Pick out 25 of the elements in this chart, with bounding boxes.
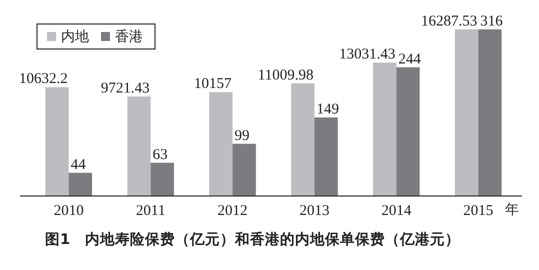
data-label: 316 — [480, 13, 504, 30]
data-label: 9721.43 — [100, 80, 150, 97]
data-label: 99 — [234, 128, 250, 144]
text: 图1 内地寿险保费（亿元）和香港的内地保单保费（亿港元） — [45, 231, 460, 248]
bar — [127, 96, 151, 196]
data-label: 10632.2 — [18, 71, 68, 88]
data-label: 16287.53 — [421, 13, 478, 30]
x-tick-label: 2014 — [381, 203, 412, 219]
legend-label: 香港 — [115, 29, 143, 45]
bar — [45, 87, 69, 196]
data-label: 11009.98 — [258, 67, 314, 84]
bar — [68, 172, 92, 196]
x-tick-label: 2011 — [136, 203, 166, 219]
data-label: 244 — [398, 51, 422, 68]
data-label: 149 — [316, 101, 339, 118]
x-tick-label: 2010 — [54, 203, 84, 219]
legend-label: 内地 — [61, 29, 89, 45]
data-label: 13031.43 — [339, 46, 396, 63]
x-tick-label: 2015 — [463, 203, 494, 219]
x-tick-label: 2013 — [299, 203, 330, 219]
x-tick-label: 2012 — [218, 203, 248, 219]
x-axis-title: 年 — [505, 202, 519, 218]
data-label: 63 — [152, 146, 168, 163]
data-label: 10157 — [194, 76, 232, 92]
data-label: 44 — [70, 156, 86, 173]
